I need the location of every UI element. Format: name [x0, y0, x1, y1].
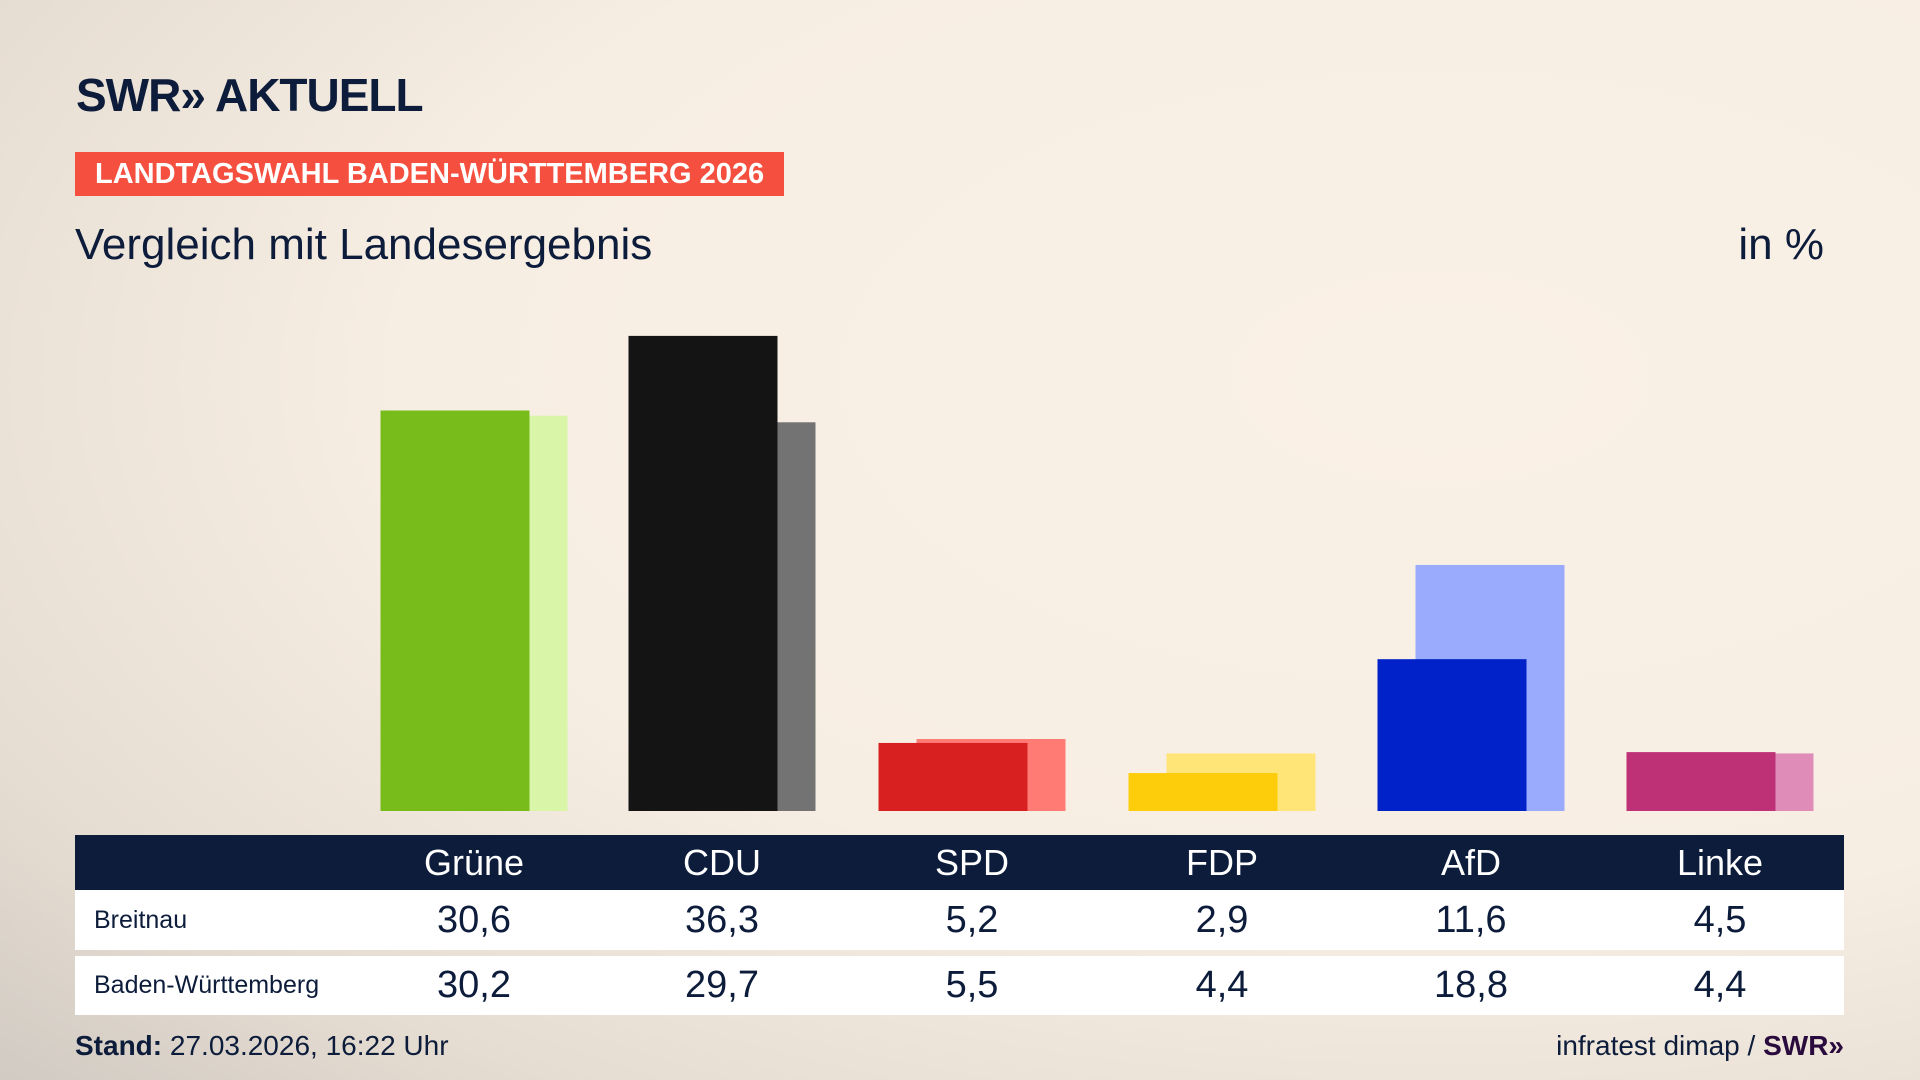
timestamp: Stand: 27.03.2026, 16:22 Uhr — [75, 1030, 449, 1062]
table-cell: 30,6 — [437, 898, 511, 941]
table-cell: 4,5 — [1693, 898, 1747, 941]
column-header: AfD — [1440, 841, 1501, 883]
table-cell: 18,8 — [1434, 964, 1508, 1006]
column-header: SPD — [934, 841, 1010, 883]
table-cell: 30,2 — [437, 964, 511, 1006]
swr-logo: SWR» — [1763, 1030, 1844, 1061]
election-banner: LANDTAGSWAHL BADEN-WÜRTTEMBERG 2026 — [75, 152, 785, 196]
bar-spd-local — [878, 742, 1028, 811]
stand-value: 27.03.2026, 16:22 Uhr — [162, 1030, 449, 1061]
bar-afd-local — [1377, 659, 1527, 811]
table-cell: 2,9 — [1195, 898, 1249, 941]
table-cell: 5,5 — [945, 964, 999, 1006]
bar-chart — [380, 335, 1814, 811]
row-label: Baden-Württemberg — [94, 971, 320, 999]
table-row: Breitnau 30,6 36,3 5,2 2,9 11,6 4,5 — [75, 890, 1844, 950]
source-text: infratest dimap / — [1556, 1030, 1764, 1061]
bar-cdu-local — [628, 335, 778, 811]
stand-label: Stand: — [75, 1030, 163, 1061]
table-cell: 36,3 — [685, 898, 759, 941]
table-cell: 29,7 — [685, 964, 759, 1006]
bar-grüne-local — [380, 410, 530, 811]
source: infratest dimap / SWR» — [1556, 1030, 1844, 1062]
row-label: Breitnau — [94, 905, 188, 934]
column-header: Grüne — [423, 841, 525, 883]
column-header: Linke — [1676, 841, 1764, 883]
swr-aktuell-logo: SWR» AKTUELL — [76, 69, 424, 121]
table-cell: 11,6 — [1435, 898, 1507, 941]
chart-subtitle: Vergleich mit Landesergebnis — [75, 220, 653, 269]
table-cell: 4,4 — [1693, 964, 1747, 1006]
table-cell: 5,2 — [945, 898, 999, 941]
column-header: FDP — [1186, 841, 1258, 883]
column-header: CDU — [683, 841, 761, 883]
bar-fdp-local — [1128, 773, 1278, 811]
table-header: Grüne CDU SPD FDP AfD Linke — [75, 835, 1844, 890]
bar-linke-local — [1626, 752, 1776, 811]
unit-label: in % — [1738, 220, 1824, 269]
table-row: Baden-Württemberg 30,2 29,7 5,5 4,4 18,8 4,4 — [75, 956, 1844, 1015]
table-cell: 4,4 — [1195, 964, 1249, 1006]
